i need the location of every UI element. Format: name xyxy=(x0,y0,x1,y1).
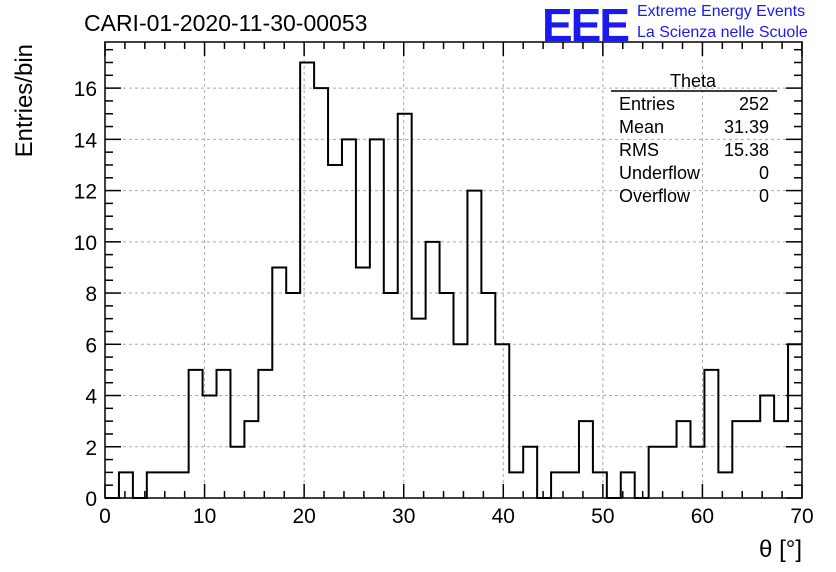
x-tick-label: 60 xyxy=(691,505,714,528)
x-tick-label: 50 xyxy=(591,505,614,528)
stats-row-label: Underflow xyxy=(619,163,701,183)
logo-line-1: Extreme Energy Events xyxy=(637,3,806,20)
stats-row-label: Mean xyxy=(619,117,664,137)
x-tick-label: 20 xyxy=(292,505,315,528)
stats-row-label: RMS xyxy=(619,140,659,160)
x-tick-label: 40 xyxy=(492,505,515,528)
x-tick-label: 10 xyxy=(193,505,216,528)
stats-row-value: 0 xyxy=(759,186,769,206)
grid-lines xyxy=(105,42,802,498)
stats-row-value: 31.39 xyxy=(724,117,769,137)
y-tick-label: 0 xyxy=(85,488,97,511)
plot-frame xyxy=(104,41,803,499)
x-tick-label: 70 xyxy=(790,505,813,528)
y-axis-title: Entries/bin xyxy=(11,44,38,157)
run-title: CARI-01-2020-11-30-00053 xyxy=(84,10,368,36)
y-tick-label: 10 xyxy=(74,232,97,255)
axis-ticks xyxy=(104,42,803,499)
y-tick-label: 6 xyxy=(85,334,97,357)
stats-box: Theta Entries 252 Mean 31.39 RMS 15.38 Underfl… xyxy=(611,71,777,206)
stats-row-label: Entries xyxy=(619,94,675,114)
stats-name: Theta xyxy=(670,71,717,91)
stats-row-label: Overflow xyxy=(619,186,691,206)
histogram-outline xyxy=(105,61,802,499)
x-tick-label: 0 xyxy=(99,505,111,528)
stats-row-value: 15.38 xyxy=(724,140,769,160)
x-tick-label: 30 xyxy=(392,505,415,528)
stats-row-value: 0 xyxy=(759,163,769,183)
y-tick-label: 14 xyxy=(74,129,98,152)
y-tick-label: 16 xyxy=(74,78,97,101)
logo-line-2: La Scienza nelle Scuole xyxy=(637,24,808,41)
y-tick-label: 12 xyxy=(74,181,97,204)
y-tick-label: 4 xyxy=(85,386,97,409)
stats-row-value: 252 xyxy=(739,94,769,114)
y-tick-label: 2 xyxy=(85,437,97,460)
tick-labels: 0 10 20 30 40 50 60 70 0 2 4 6 8 10 12 14 16 xyxy=(74,78,814,528)
y-tick-label: 8 xyxy=(85,283,97,306)
x-axis-title: θ [°] xyxy=(759,536,802,563)
